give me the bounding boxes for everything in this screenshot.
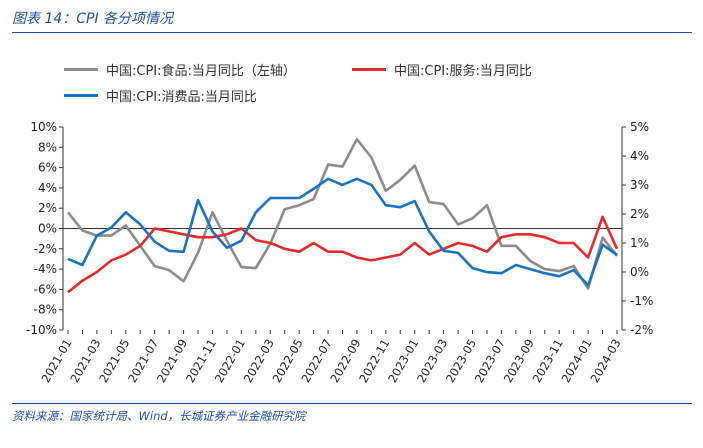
source-note: 资料来源：国家统计局、Wind，长城证券产业金融研究院 [12, 409, 306, 423]
right-tick-label: 5% [630, 120, 649, 134]
source-rule [12, 403, 692, 404]
series-line-1 [67, 215, 619, 294]
left-tick-label: -10% [26, 323, 57, 337]
left-tick-label: 8% [38, 140, 57, 154]
series-line-0 [66, 137, 619, 290]
left-tick-label: 6% [38, 161, 57, 175]
legend-label-consumer-goods: 中国:CPI:消费品:当月同比 [106, 90, 257, 105]
legend-swatch-services [352, 68, 386, 71]
right-tick-label: 4% [630, 149, 649, 163]
left-tick-label: 2% [38, 201, 57, 215]
right-tick-label: 0% [630, 265, 649, 279]
left-tick-label: 4% [38, 181, 57, 195]
left-tick-label: 10% [30, 120, 57, 134]
left-tick-label: -4% [34, 262, 57, 276]
left-tick-label: -2% [34, 242, 57, 256]
right-tick-label: 2% [630, 207, 649, 221]
right-tick-label: -1% [630, 294, 653, 308]
legend-swatch-consumer-goods [64, 94, 98, 97]
left-tick-label: -8% [34, 303, 57, 317]
legend-item-consumer-goods: 中国:CPI:消费品:当月同比 [64, 86, 257, 105]
legend-item-food: 中国:CPI:食品:当月同比（左轴） [64, 60, 296, 79]
legend-item-services: 中国:CPI:服务:当月同比 [352, 60, 532, 79]
left-tick-label: -6% [34, 282, 57, 296]
title-rule [12, 32, 692, 33]
series-line-2 [67, 177, 618, 287]
figure-title: 图表 14：CPI 各分项情况 [12, 11, 174, 27]
legend-label-food: 中国:CPI:食品:当月同比（左轴） [106, 64, 296, 79]
legend-label-services: 中国:CPI:服务:当月同比 [394, 64, 532, 79]
right-tick-label: 1% [630, 236, 649, 250]
right-tick-label: -2% [630, 323, 653, 337]
legend-swatch-food [64, 68, 98, 71]
left-tick-label: 0% [38, 222, 57, 236]
right-tick-label: 3% [630, 178, 649, 192]
